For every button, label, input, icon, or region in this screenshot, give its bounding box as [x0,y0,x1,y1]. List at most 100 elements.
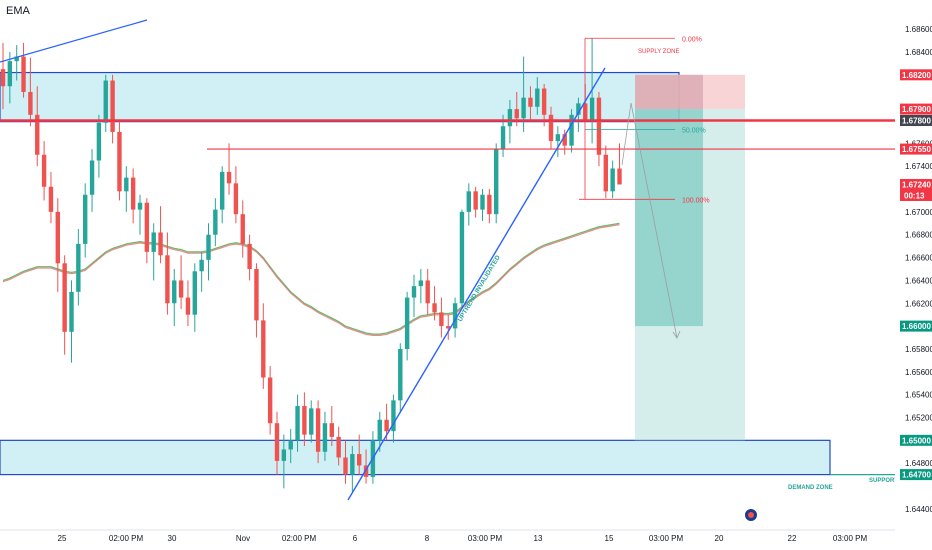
candle [500,114,506,158]
candle [48,171,54,224]
candle [480,189,485,222]
candle-body [610,168,615,192]
candle-body [254,268,259,321]
candle [452,297,458,338]
candle-body [459,211,465,304]
ema-fast-line [2,222,620,335]
candle-body [494,149,499,215]
candle-body [466,191,471,212]
candle-body [55,211,60,264]
time-tick-label: 15 [605,534,614,543]
candle-body [83,194,88,244]
time-tick-label: 02:00 PM [109,534,144,543]
candle [535,77,540,115]
time-tick-label: 8 [425,534,430,543]
candle-body [35,114,40,155]
candle-body [535,88,540,107]
candle-body [473,191,478,210]
candle [569,109,574,153]
candle-body [0,69,6,87]
support-label: SUPPORT [869,478,898,484]
candle-body [178,280,184,298]
plot-area [0,38,831,492]
candle-body [247,243,252,269]
candle-body [281,449,287,461]
candle-body [295,406,300,441]
price-badge-bg [900,115,932,127]
candle-body [576,103,581,115]
price-tick-label: 1.67400 [905,162,932,171]
candle-body [350,454,355,475]
price-badge-bg [900,69,932,81]
candle-body [452,303,458,329]
candle-body [480,194,485,210]
candle-body [404,297,410,349]
price-tick-label: 1.67000 [905,208,932,217]
candle [220,166,225,224]
candle [124,166,129,212]
candle-body [562,134,567,146]
time-tick-label: Nov [236,534,250,543]
time-tick-label: 22 [788,534,797,543]
candle [233,166,239,224]
candle-body [21,56,26,92]
candle-body [500,126,506,150]
candle-body [76,243,81,292]
candle [466,183,471,226]
candle [35,86,40,167]
price-tick-label: 1.68600 [905,25,932,34]
candle [357,434,362,475]
candle-body [432,303,437,313]
candle [185,280,191,327]
candle [41,141,47,201]
price-badge-label: 1.64700 [902,471,931,480]
flag-icon-center [748,512,754,518]
candle [199,251,204,292]
price-badge: 1.68200 [900,69,932,81]
candle-body [137,202,143,210]
candle [302,392,307,447]
price-badge-bg [900,469,932,481]
candle-body [48,186,54,212]
candle [240,200,245,258]
price-axis-bg [895,0,932,550]
candle [459,209,465,309]
candle-body [411,286,417,298]
trend-line-upper [0,19,148,63]
candle-body [548,114,554,142]
candle [425,268,430,315]
candle [247,234,252,281]
price-tick-label: 1.68400 [905,48,932,57]
time-tick-label: 13 [534,534,543,543]
ema-slow-line [2,224,620,336]
candle-body [569,114,574,146]
candle [96,114,102,178]
candle-body [233,183,239,215]
candle-body [220,171,225,210]
projection-path [621,102,678,339]
candle [192,263,197,332]
price-badge-countdown: 00:13 [904,191,925,200]
candle [151,223,156,281]
candle-body [124,177,129,192]
price-badge: 1.65000 [900,434,932,446]
candle [555,126,561,158]
indicator-label[interactable]: EMA [6,5,30,17]
candle [596,91,602,167]
candle [473,186,478,218]
price-badge-bg [900,103,932,115]
candle-body [199,259,204,272]
candle [350,446,355,492]
price-badge: 1.67240 00:13 [900,178,932,201]
candle-body [28,91,33,115]
supply-zone-label: SUPPLY ZONE [638,49,679,55]
candle [288,428,293,464]
candle-body [274,423,280,461]
candle [603,145,608,199]
candle [89,149,95,212]
stop-zone [635,74,703,110]
candle-body [165,255,170,304]
candle [103,74,108,132]
candle [322,411,328,461]
